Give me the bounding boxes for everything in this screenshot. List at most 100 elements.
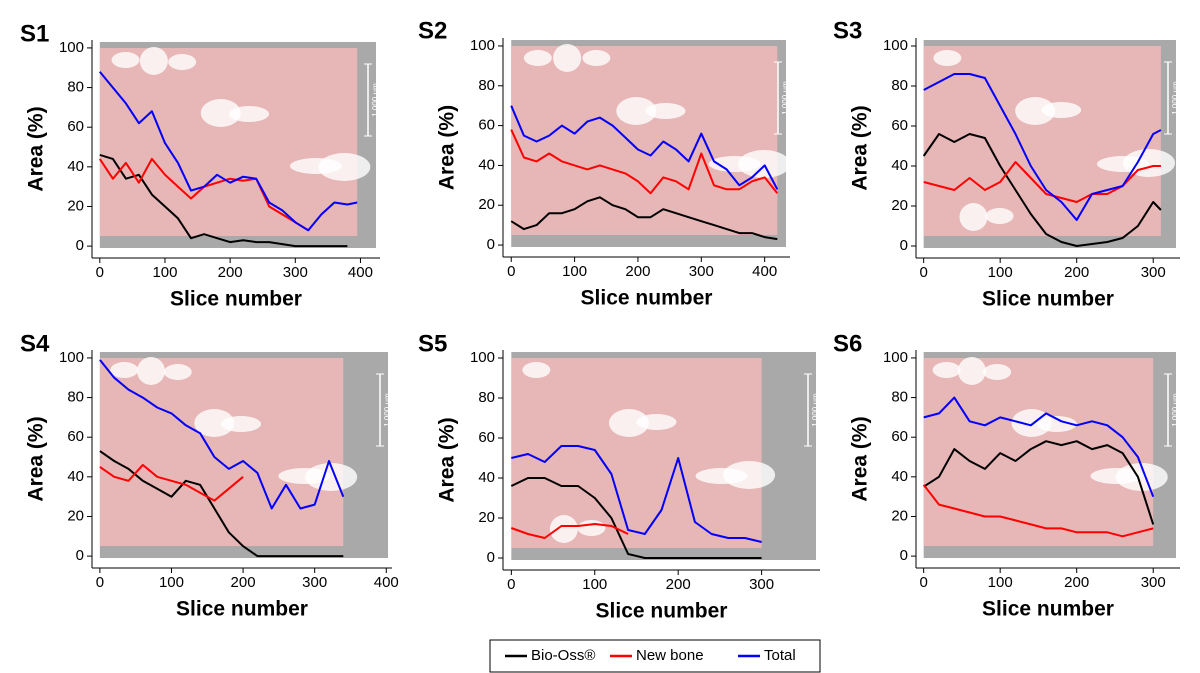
- render-particle: [933, 50, 962, 66]
- x-tick-label: 200: [218, 264, 243, 281]
- x-tick-label: 100: [582, 576, 607, 593]
- render-tissue: [99, 358, 344, 546]
- x-tick-label: 100: [159, 574, 184, 591]
- x-tick-label: 200: [1064, 264, 1089, 281]
- y-tick-label: 20: [891, 197, 908, 214]
- y-tick-label: 40: [67, 468, 84, 485]
- render-particle: [616, 97, 657, 125]
- y-tick-label: 20: [67, 507, 84, 524]
- series-line: [923, 73, 1162, 221]
- scale-label: 1,000 µm: [383, 393, 392, 427]
- render-particle: [723, 461, 776, 489]
- y-tick-label: 80: [891, 77, 908, 94]
- chart-title: S4: [20, 330, 50, 357]
- render-tissue: [511, 46, 778, 235]
- x-tick-label: 0: [96, 264, 104, 281]
- series-line: [510, 523, 629, 539]
- y-tick-label: 40: [67, 158, 84, 175]
- chart-title: S3: [833, 17, 862, 44]
- y-tick-label: 0: [900, 547, 908, 564]
- y-axis-label: Area (%): [25, 106, 48, 191]
- x-tick-label: 0: [507, 263, 515, 280]
- y-tick-label: 100: [883, 37, 908, 54]
- x-tick-label: 100: [152, 264, 177, 281]
- x-tick-label: 300: [283, 264, 308, 281]
- y-tick-label: 0: [76, 547, 84, 564]
- y-axis-label: Area (%): [436, 105, 459, 190]
- series-line: [922, 484, 1154, 538]
- render-particle: [957, 357, 986, 385]
- legend-label: New bone: [636, 647, 704, 664]
- y-tick-label: 20: [891, 507, 908, 524]
- x-axis-label: Slice number: [982, 598, 1114, 621]
- series-line: [923, 161, 1161, 203]
- render-particle: [932, 362, 961, 378]
- scale-label: 1,000 µm: [371, 83, 380, 117]
- render-tissue: [511, 358, 762, 548]
- render-particle: [549, 515, 578, 543]
- y-tick-label: 60: [67, 118, 84, 135]
- x-tick-label: 0: [96, 574, 104, 591]
- x-tick-label: 300: [1141, 574, 1166, 591]
- x-tick-label: 200: [666, 576, 691, 593]
- scale-label: 1,000 µm: [811, 393, 820, 427]
- render-particle: [582, 50, 611, 66]
- y-tick-label: 80: [67, 389, 84, 406]
- render-tissue: [99, 48, 358, 236]
- y-tick-label: 40: [891, 468, 908, 485]
- x-tick-label: 300: [749, 576, 774, 593]
- y-tick-label: 80: [478, 389, 495, 406]
- x-axis-label: Slice number: [176, 598, 308, 621]
- y-tick-label: 60: [478, 117, 495, 134]
- render-particle: [983, 364, 1012, 380]
- series-line: [923, 440, 1155, 525]
- series-line: [99, 463, 244, 502]
- y-tick-label: 80: [478, 77, 495, 94]
- render-particle: [1115, 463, 1168, 491]
- render-particle: [200, 99, 241, 127]
- legend-label: Total: [764, 647, 796, 664]
- render-particle: [221, 416, 262, 432]
- scale-label: 1,000 µm: [1171, 393, 1180, 427]
- scale-label: 1,000 µm: [781, 81, 790, 115]
- legend-label: Bio-Oss®: [531, 647, 595, 664]
- series-line: [511, 445, 762, 543]
- x-tick-label: 400: [348, 264, 373, 281]
- render-particle: [608, 409, 649, 437]
- series-line: [510, 477, 762, 559]
- y-tick-label: 100: [470, 37, 495, 54]
- x-tick-label: 100: [988, 574, 1013, 591]
- render-particle: [1015, 97, 1056, 125]
- x-axis-label: Slice number: [581, 287, 713, 310]
- x-axis-label: Slice number: [596, 600, 728, 623]
- y-tick-label: 80: [67, 79, 84, 96]
- y-tick-label: 100: [59, 39, 84, 56]
- y-tick-label: 40: [478, 469, 495, 486]
- x-axis-label: Slice number: [170, 288, 302, 311]
- render-tissue: [923, 358, 1154, 546]
- y-tick-label: 0: [487, 549, 495, 566]
- y-tick-label: 0: [900, 237, 908, 254]
- y-axis-label: Area (%): [849, 416, 872, 501]
- render-particle: [136, 357, 165, 385]
- legend-box: [489, 639, 821, 673]
- render-tissue: [923, 46, 1161, 236]
- x-tick-label: 300: [302, 574, 327, 591]
- chart-title: S6: [833, 330, 862, 357]
- x-tick-label: 200: [1064, 574, 1089, 591]
- x-tick-label: 100: [562, 263, 587, 280]
- render-particle: [139, 47, 168, 75]
- render-particle: [959, 203, 988, 231]
- y-tick-label: 80: [891, 389, 908, 406]
- render-particle: [1041, 102, 1082, 118]
- x-tick-label: 200: [231, 574, 256, 591]
- series-line: [99, 71, 358, 232]
- render-particle: [194, 409, 235, 437]
- render-particle: [1123, 149, 1176, 177]
- y-tick-label: 60: [67, 428, 84, 445]
- y-tick-label: 40: [478, 156, 495, 173]
- x-tick-label: 0: [919, 264, 927, 281]
- y-axis-label: Area (%): [25, 416, 48, 501]
- series-line: [510, 105, 779, 190]
